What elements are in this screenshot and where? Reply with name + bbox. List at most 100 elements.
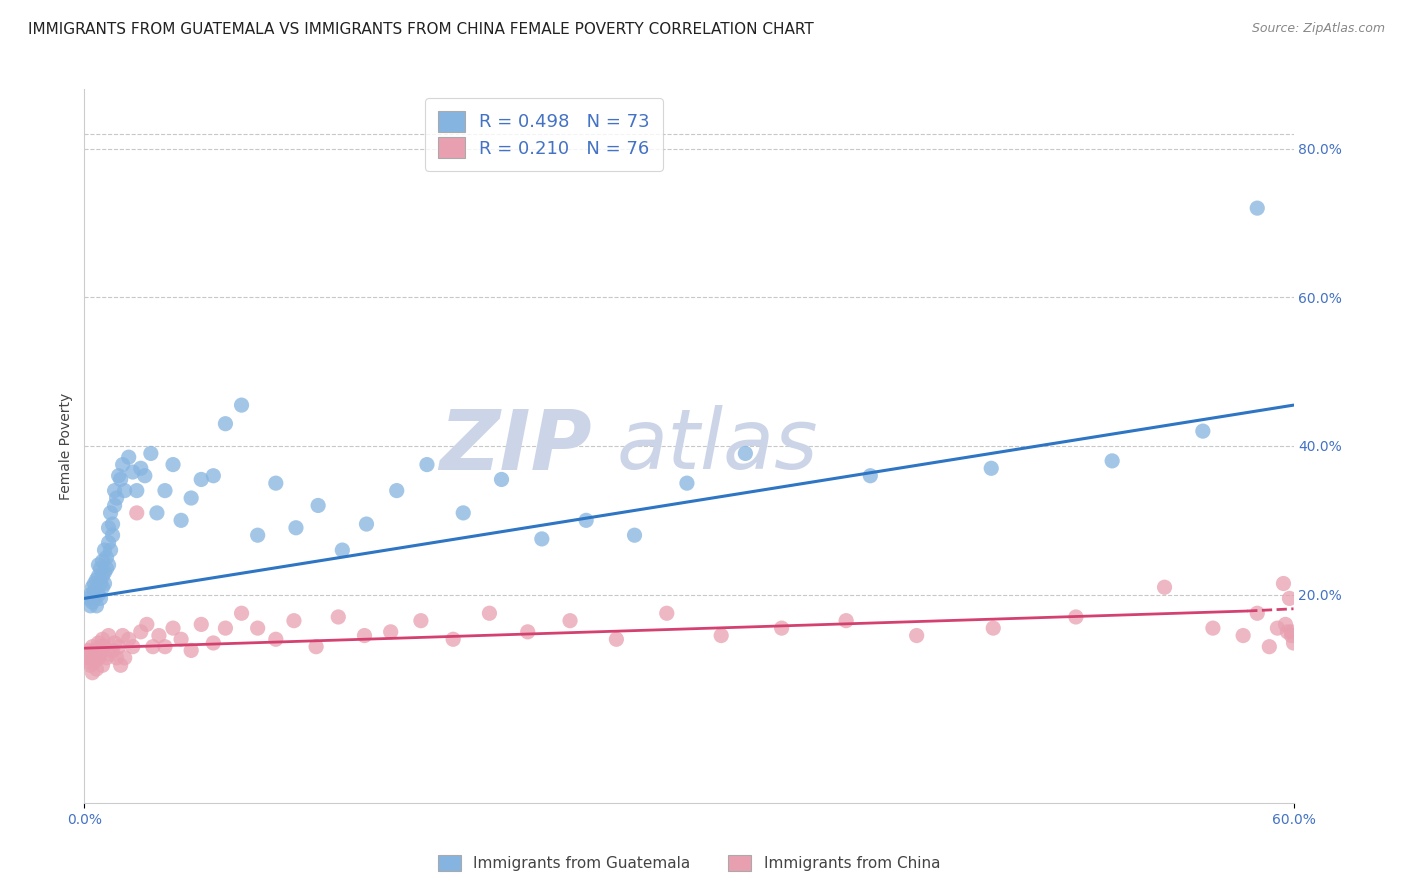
Point xyxy=(1278,591,1301,606)
Point xyxy=(231,398,253,412)
Point xyxy=(353,628,375,642)
Point xyxy=(246,621,269,635)
Point xyxy=(153,640,176,654)
Text: ZIP: ZIP xyxy=(440,406,592,486)
Point xyxy=(86,662,108,676)
Point xyxy=(1267,621,1289,635)
Point xyxy=(162,621,184,635)
Point xyxy=(142,640,165,654)
Point xyxy=(139,446,162,460)
Point xyxy=(1153,580,1175,594)
Point xyxy=(516,624,538,639)
Point xyxy=(100,506,122,520)
Point xyxy=(86,599,108,613)
Point xyxy=(180,643,202,657)
Point xyxy=(83,655,105,669)
Point xyxy=(734,446,756,460)
Point xyxy=(285,521,308,535)
Point xyxy=(121,640,143,654)
Point xyxy=(441,632,464,647)
Point xyxy=(605,632,627,647)
Point xyxy=(1277,624,1299,639)
Point xyxy=(330,543,353,558)
Point xyxy=(125,506,148,520)
Point xyxy=(86,573,108,587)
Point xyxy=(491,473,513,487)
Point xyxy=(202,468,225,483)
Point xyxy=(91,569,114,583)
Point xyxy=(82,640,104,654)
Point xyxy=(93,640,115,654)
Point xyxy=(105,651,128,665)
Point xyxy=(1281,624,1303,639)
Point xyxy=(105,491,128,505)
Point xyxy=(214,621,236,635)
Point xyxy=(148,628,170,642)
Point xyxy=(1232,628,1254,642)
Point xyxy=(87,636,110,650)
Point xyxy=(129,624,152,639)
Point xyxy=(91,580,114,594)
Point xyxy=(153,483,176,498)
Point xyxy=(75,651,97,665)
Point xyxy=(87,651,110,665)
Point xyxy=(118,632,141,647)
Point xyxy=(107,468,129,483)
Point xyxy=(121,465,143,479)
Point xyxy=(89,640,111,654)
Point xyxy=(1246,201,1268,215)
Point xyxy=(190,473,212,487)
Text: IMMIGRANTS FROM GUATEMALA VS IMMIGRANTS FROM CHINA FEMALE POVERTY CORRELATION CH: IMMIGRANTS FROM GUATEMALA VS IMMIGRANTS … xyxy=(28,22,814,37)
Point xyxy=(710,628,733,642)
Point xyxy=(100,647,122,661)
Point xyxy=(83,643,105,657)
Text: Source: ZipAtlas.com: Source: ZipAtlas.com xyxy=(1251,22,1385,36)
Point xyxy=(180,491,202,505)
Point xyxy=(356,516,378,531)
Point xyxy=(111,458,134,472)
Point xyxy=(104,483,127,498)
Point xyxy=(264,632,287,647)
Point xyxy=(190,617,212,632)
Point xyxy=(96,651,118,665)
Point xyxy=(79,658,101,673)
Point xyxy=(97,535,120,549)
Point xyxy=(264,476,287,491)
Point xyxy=(97,628,120,642)
Point xyxy=(91,632,114,647)
Point xyxy=(93,576,115,591)
Point xyxy=(1274,617,1296,632)
Point xyxy=(83,576,105,591)
Point xyxy=(835,614,858,628)
Point xyxy=(79,599,101,613)
Point xyxy=(77,643,100,657)
Point xyxy=(82,665,104,680)
Point xyxy=(451,506,474,520)
Point xyxy=(905,628,928,642)
Point xyxy=(202,636,225,650)
Point xyxy=(246,528,269,542)
Point xyxy=(97,558,120,572)
Point xyxy=(1246,607,1268,621)
Point xyxy=(96,562,118,576)
Point xyxy=(676,476,699,491)
Point xyxy=(416,458,439,472)
Point xyxy=(558,614,581,628)
Point xyxy=(93,543,115,558)
Point xyxy=(101,516,124,531)
Point xyxy=(83,583,105,598)
Point xyxy=(83,591,105,606)
Point xyxy=(79,647,101,661)
Point xyxy=(86,651,108,665)
Point xyxy=(97,521,120,535)
Point xyxy=(134,468,156,483)
Point xyxy=(110,473,132,487)
Point xyxy=(111,628,134,642)
Point xyxy=(89,591,111,606)
Point xyxy=(770,621,793,635)
Point xyxy=(1064,610,1087,624)
Point xyxy=(980,461,1002,475)
Point xyxy=(89,647,111,661)
Point xyxy=(79,588,101,602)
Point xyxy=(96,550,118,565)
